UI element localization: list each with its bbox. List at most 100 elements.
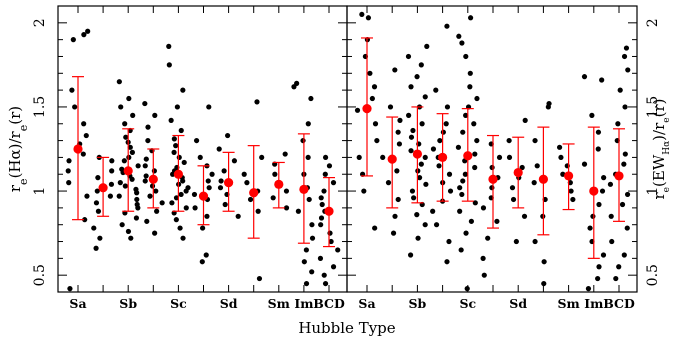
data-point <box>303 247 309 253</box>
data-point <box>416 175 423 181</box>
data-point <box>444 23 450 29</box>
data-point <box>283 188 290 194</box>
data-point <box>587 225 593 231</box>
data-point <box>121 158 127 164</box>
data-point <box>85 28 91 34</box>
data-point <box>522 117 528 123</box>
data-point <box>335 247 341 253</box>
data-point <box>589 112 595 118</box>
data-point <box>509 185 516 191</box>
data-point <box>411 195 417 201</box>
data-point <box>67 286 73 292</box>
data-point <box>430 146 437 152</box>
data-point <box>147 193 153 199</box>
data-point <box>444 259 450 265</box>
data-point <box>97 235 103 241</box>
data-point <box>206 185 212 191</box>
data-point <box>613 275 619 282</box>
data-point <box>595 129 602 135</box>
data-point <box>171 149 177 155</box>
data-point <box>467 84 473 90</box>
data-point <box>489 185 495 191</box>
data-point <box>600 252 607 258</box>
data-point <box>481 272 487 278</box>
data-point <box>371 84 378 90</box>
data-point <box>621 252 627 258</box>
data-point <box>301 259 307 265</box>
median-point <box>249 188 259 198</box>
data-point <box>624 225 630 231</box>
data-point <box>595 146 601 152</box>
data-point <box>91 225 97 231</box>
data-point <box>595 275 601 282</box>
data-point <box>181 159 187 166</box>
data-point <box>149 183 156 189</box>
data-point <box>119 222 125 228</box>
data-point <box>133 186 139 192</box>
y-tick-label: 2 <box>32 18 48 27</box>
x-category-label: Sd <box>220 296 238 311</box>
data-point <box>534 163 540 169</box>
data-point <box>556 144 563 150</box>
data-point <box>496 154 503 161</box>
data-point <box>468 218 474 224</box>
data-point <box>135 163 141 169</box>
x-category-label: BCD <box>603 296 635 311</box>
median-point <box>412 149 422 159</box>
data-point <box>372 121 379 127</box>
data-point <box>166 43 172 49</box>
data-point <box>568 188 574 194</box>
data-point <box>123 134 129 140</box>
x-category-label: Sc <box>459 296 476 311</box>
data-point <box>462 171 468 177</box>
data-point <box>446 238 452 245</box>
data-point <box>109 168 115 174</box>
data-point <box>625 67 631 73</box>
data-point <box>256 275 263 282</box>
data-point <box>174 104 180 110</box>
data-point <box>510 196 517 203</box>
data-point <box>447 188 454 194</box>
x-category-label: Sm <box>557 296 579 311</box>
data-point <box>154 208 160 214</box>
data-point <box>83 132 89 139</box>
x-axis-title: Hubble Type <box>298 319 395 337</box>
data-point <box>66 180 72 186</box>
data-point <box>82 217 88 223</box>
data-point <box>169 200 175 206</box>
data-point <box>116 79 122 85</box>
data-point <box>222 201 228 208</box>
data-point <box>369 95 375 102</box>
data-point <box>601 175 607 181</box>
data-point <box>183 205 189 211</box>
data-point <box>180 87 186 93</box>
data-point <box>395 129 401 135</box>
data-point <box>521 213 528 219</box>
data-point <box>361 188 367 194</box>
median-point <box>148 174 158 184</box>
data-point <box>541 259 547 265</box>
data-point <box>367 70 373 76</box>
data-point <box>192 205 198 211</box>
data-point <box>93 200 100 206</box>
y-tick-label: 0.5 <box>645 264 661 286</box>
data-point <box>419 121 425 127</box>
data-point <box>458 247 464 253</box>
data-point <box>622 151 628 157</box>
data-point <box>581 161 588 167</box>
x-category-label: Sa <box>69 296 86 311</box>
data-point <box>294 80 300 86</box>
data-point <box>318 195 324 201</box>
data-point <box>255 208 261 214</box>
median-point <box>538 174 549 184</box>
data-point <box>118 104 124 110</box>
data-point <box>590 213 596 219</box>
data-point <box>395 196 401 203</box>
data-point <box>306 196 312 203</box>
data-point <box>142 178 148 184</box>
data-point <box>460 178 466 184</box>
median-point <box>362 104 372 114</box>
data-point <box>410 127 416 134</box>
data-point <box>327 230 333 236</box>
